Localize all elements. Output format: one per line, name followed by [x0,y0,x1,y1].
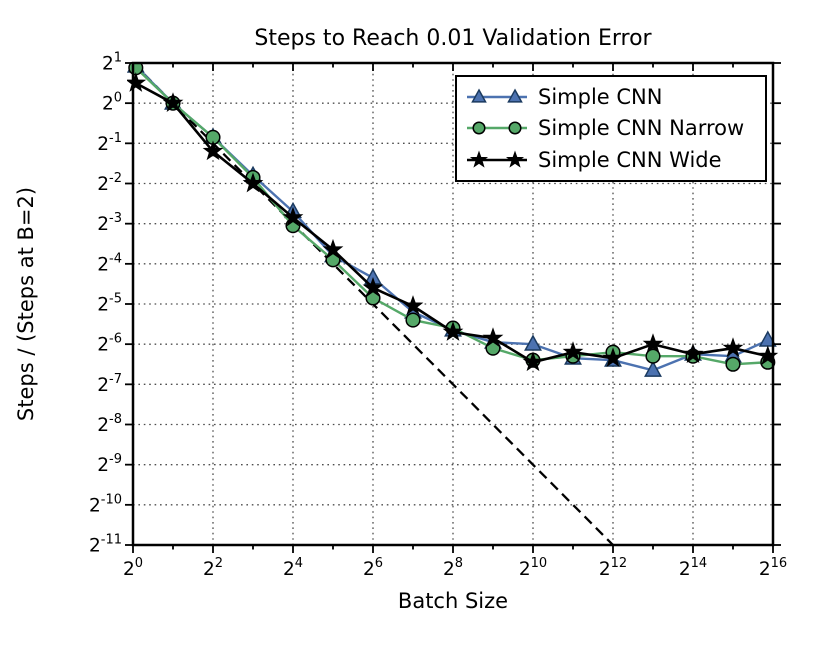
star-marker [282,206,304,227]
circle-marker [725,356,741,372]
x-tick-label: 216 [759,556,787,580]
series-group [127,62,779,377]
y-tick-label: 2-5 [97,292,122,316]
chart-title: Steps to Reach 0.01 Validation Error [254,26,652,51]
circle-marker [645,348,661,364]
legend-label: Simple CNN Narrow [538,116,745,141]
triangle-marker [644,360,662,377]
legend-item: Simple CNN Narrow [465,116,761,140]
circle-marker [508,121,522,136]
x-tick-label: 20 [123,556,143,580]
legend-label: Simple CNN Wide [538,148,722,173]
legend: Simple CNN Simple CNN Narrow Simple CNN … [455,75,767,182]
y-tick-label: 2-11 [89,533,122,557]
star-marker [442,321,464,341]
x-tick-label: 210 [519,556,547,580]
star-marker [642,333,664,353]
y-tick-label: 2-7 [97,372,122,396]
legend-triangle-marker-icon [467,88,527,103]
star-marker [602,347,624,368]
y-tick-label: 2-2 [97,171,122,195]
x-tick-label: 212 [599,556,627,580]
x-tick-label: 26 [363,556,383,580]
x-tick-label: 214 [679,556,707,580]
x-tick-label: 22 [203,556,223,580]
circle-marker [405,312,421,328]
x-tick-label: 24 [283,556,303,580]
star-marker [682,343,704,364]
y-tick-label: 21 [102,51,122,75]
y-tick-label: 2-6 [97,332,122,356]
series-simple-cnn-wide [127,72,779,372]
star-marker [522,351,544,372]
star-marker [505,150,525,168]
y-tick-label: 2-3 [97,211,122,235]
triangle-marker [471,88,487,103]
legend-circle-marker-icon [467,121,527,136]
y-tick-label: 2-4 [97,251,122,275]
star-marker [242,172,264,193]
star-marker [722,337,744,358]
star-marker [362,277,384,297]
tick-labels: 21202-12-22-32-42-52-62-72-82-92-102-112… [89,51,787,581]
legend-item: Simple CNN Wide [465,148,761,172]
triangle-marker [507,88,523,103]
star-marker [562,341,584,362]
x-tick-label: 28 [443,556,463,580]
star-marker [402,295,424,315]
y-tick-label: 20 [102,91,122,115]
y-tick-label: 2-10 [89,492,122,516]
y-tick-label: 2-1 [97,131,122,155]
star-marker [322,238,344,259]
circle-marker [472,121,486,136]
star-marker [482,327,504,347]
star-marker [757,345,779,366]
star-marker [469,150,489,168]
legend-star-marker-icon [467,150,527,168]
y-tick-label: 2-9 [97,452,122,476]
star-marker [162,92,184,112]
star-marker [202,140,224,161]
triangle-marker [524,334,542,351]
star-marker [127,72,147,92]
y-axis-label: Steps / (Steps at B=2) [14,186,38,422]
y-tick-label: 2-8 [97,412,122,436]
axis-ticks [125,62,781,553]
x-axis-label: Batch Size [397,589,509,613]
legend-label: Simple CNN [538,84,663,109]
legend-item: Simple CNN [465,85,761,109]
